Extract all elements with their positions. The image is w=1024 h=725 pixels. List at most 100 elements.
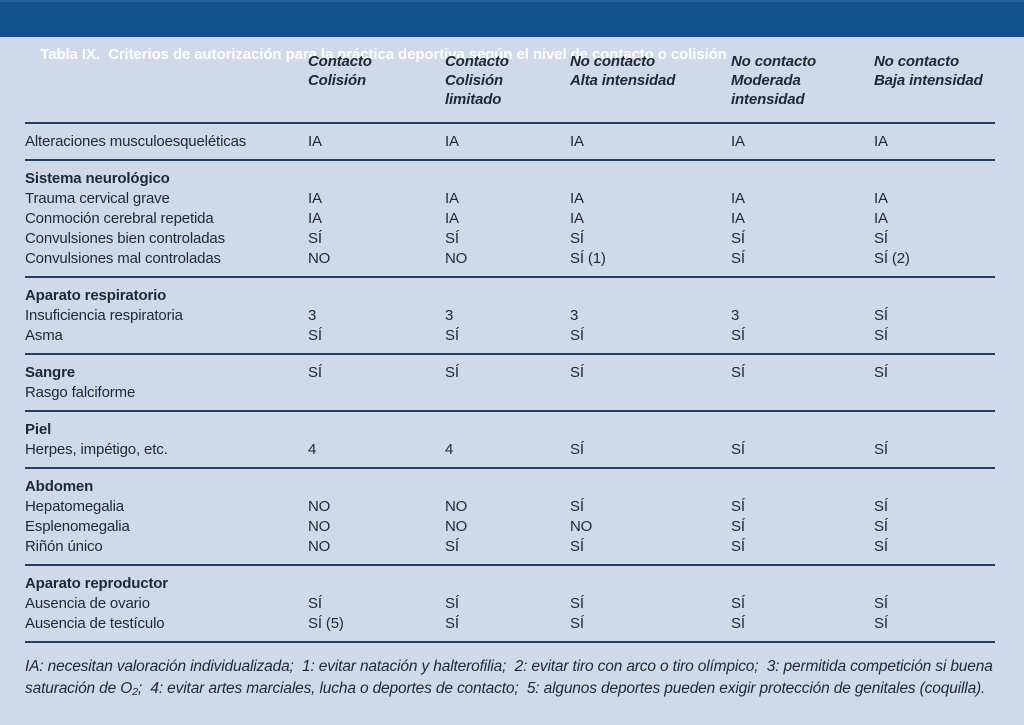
table-section: Sistema neurológico Trauma cervical grave… (25, 161, 995, 276)
cell-value: NO (445, 498, 468, 515)
column-header-contacto-colision: Contacto Colisión (308, 53, 372, 89)
row-label: Asma (25, 327, 63, 344)
table-section: Alteraciones musculoesqueléticas IA IA IA IA… (25, 124, 995, 159)
section-header-row: Abdomen (25, 477, 995, 497)
table-row: Trauma cervical grave IA IA IA IA IA (25, 189, 995, 209)
row-label: Convulsiones bien controladas (25, 230, 225, 247)
table-row: Ausencia de testículo SÍ (5) SÍ SÍ SÍ SÍ (25, 614, 995, 634)
cell-value: SÍ (570, 615, 584, 632)
table-section: Piel Herpes, impétigo, etc. 4 4 SÍ SÍ SÍ (25, 412, 995, 467)
cell-value: SÍ (731, 364, 745, 381)
table-section: Aparato reproductor Ausencia de ovario SÍ S… (25, 566, 995, 641)
column-header-contacto-colision-limitado: Contacto Colisión limitado (445, 53, 509, 108)
section-header-label: Aparato respiratorio (25, 287, 167, 304)
cell-value: 3 (445, 307, 454, 324)
cell-value: NO (308, 538, 331, 555)
cell-value: SÍ (874, 441, 888, 458)
cell-value: SÍ (445, 230, 459, 247)
table-row: Ausencia de ovario SÍ SÍ SÍ SÍ SÍ (25, 594, 995, 614)
table-row: Insuficiencia respiratoria 3 3 3 3 SÍ (25, 306, 995, 326)
table-content: Contacto Colisión Contacto Colisión limi… (0, 37, 1024, 699)
row-label: Conmoción cerebral repetida (25, 210, 214, 227)
section-header-row: Aparato respiratorio (25, 286, 995, 306)
section-header-row: Sistema neurológico (25, 169, 995, 189)
cell-value: IA (308, 190, 322, 207)
footnote: IA: necesitan valoración individualizada… (25, 658, 997, 697)
row-label: Insuficiencia respiratoria (25, 307, 183, 324)
cell-value: IA (445, 133, 459, 150)
cell-value: SÍ (731, 538, 745, 555)
row-label: Riñón único (25, 538, 103, 555)
column-header-no-contacto-baja: No contacto Baja intensidad (874, 53, 983, 89)
cell-value: IA (874, 210, 888, 227)
cell-value: SÍ (5) (308, 615, 344, 632)
cell-value: 3 (308, 307, 317, 324)
cell-value: SÍ (874, 230, 888, 247)
column-header-no-contacto-moderada: No contacto Moderada intensidad (731, 53, 817, 108)
table-row: Convulsiones mal controladas NO NO SÍ (1) SÍ… (25, 249, 995, 269)
section-rule (25, 564, 995, 566)
cell-value: SÍ (570, 441, 584, 458)
cell-value: SÍ (308, 327, 322, 344)
cell-value: SÍ (570, 327, 584, 344)
row-label: Herpes, impétigo, etc. (25, 441, 168, 458)
section-header-row: Piel (25, 420, 995, 440)
section-rule (25, 159, 995, 161)
table-section: Aparato respiratorio Insuficiencia respir… (25, 278, 995, 353)
row-label: Hepatomegalia (25, 498, 124, 515)
cell-value: NO (308, 498, 331, 515)
cell-value: SÍ (445, 538, 459, 555)
row-label: Rasgo falciforme (25, 384, 136, 401)
table-title: Tabla IX. Criterios de autorización para… (40, 46, 727, 63)
row-label: Trauma cervical grave (25, 190, 170, 207)
cell-value: SÍ (308, 595, 322, 612)
cell-value: NO (308, 250, 331, 267)
table-row: Hepatomegalia NO NO SÍ SÍ SÍ (25, 497, 995, 517)
cell-value: SÍ (445, 615, 459, 632)
cell-value: SÍ (874, 327, 888, 344)
cell-value: SÍ (874, 538, 888, 555)
cell-value: SÍ (874, 364, 888, 381)
table-section: Sangre SÍ SÍ SÍ SÍ SÍ Rasgo falciforme (25, 355, 995, 410)
row-label: Ausencia de testículo (25, 615, 165, 632)
table-row: Rasgo falciforme (25, 383, 995, 403)
cell-value: SÍ (1) (570, 250, 606, 267)
cell-value: NO (570, 518, 593, 535)
section-header-label: Piel (25, 421, 52, 438)
table-row: Alteraciones musculoesqueléticas IA IA IA IA… (25, 132, 995, 152)
table-row: Convulsiones bien controladas SÍ SÍ SÍ SÍ SÍ (25, 229, 995, 249)
cell-value: NO (445, 250, 468, 267)
cell-value: 3 (570, 307, 579, 324)
cell-value: SÍ (874, 615, 888, 632)
cell-value: IA (874, 190, 888, 207)
cell-value: SÍ (874, 518, 888, 535)
table-row: Herpes, impétigo, etc. 4 4 SÍ SÍ SÍ (25, 440, 995, 460)
cell-value: SÍ (874, 498, 888, 515)
section-header-row: Aparato reproductor (25, 574, 995, 594)
row-label: Ausencia de ovario (25, 595, 150, 612)
cell-value: SÍ (731, 498, 745, 515)
cell-value: SÍ (570, 538, 584, 555)
section-rule (25, 410, 995, 412)
cell-value: SÍ (570, 230, 584, 247)
cell-value: SÍ (731, 250, 745, 267)
row-label: Alteraciones musculoesqueléticas (25, 133, 247, 150)
cell-value: 3 (731, 307, 740, 324)
cell-value: NO (308, 518, 331, 535)
cell-value: IA (874, 133, 888, 150)
cell-value: SÍ (445, 327, 459, 344)
cell-value: SÍ (570, 364, 584, 381)
header-rule (25, 122, 995, 124)
table-row: Conmoción cerebral repetida IA IA IA IA IA (25, 209, 995, 229)
cell-value: SÍ (874, 595, 888, 612)
row-label: Esplenomegalia (25, 518, 130, 535)
cell-value: IA (308, 210, 322, 227)
section-header-row: Sangre SÍ SÍ SÍ SÍ SÍ (25, 363, 995, 383)
row-label: Convulsiones mal controladas (25, 250, 221, 267)
section-rule (25, 641, 995, 643)
cell-value: SÍ (308, 364, 322, 381)
cell-value: SÍ (731, 518, 745, 535)
section-header-label: Aparato reproductor (25, 575, 168, 592)
section-header-label: Sistema neurológico (25, 170, 170, 187)
